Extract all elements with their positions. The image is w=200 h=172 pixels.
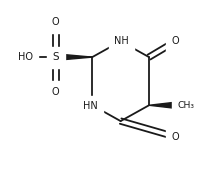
Text: CH₃: CH₃ bbox=[177, 101, 194, 110]
Polygon shape bbox=[149, 102, 176, 108]
Text: O: O bbox=[52, 87, 60, 97]
Text: O: O bbox=[172, 132, 179, 142]
Polygon shape bbox=[56, 54, 92, 60]
Text: O: O bbox=[172, 36, 179, 46]
Text: S: S bbox=[52, 52, 59, 62]
Text: HO: HO bbox=[18, 52, 33, 62]
Text: HN: HN bbox=[83, 101, 98, 111]
Text: O: O bbox=[52, 17, 60, 27]
Text: NH: NH bbox=[114, 36, 129, 46]
